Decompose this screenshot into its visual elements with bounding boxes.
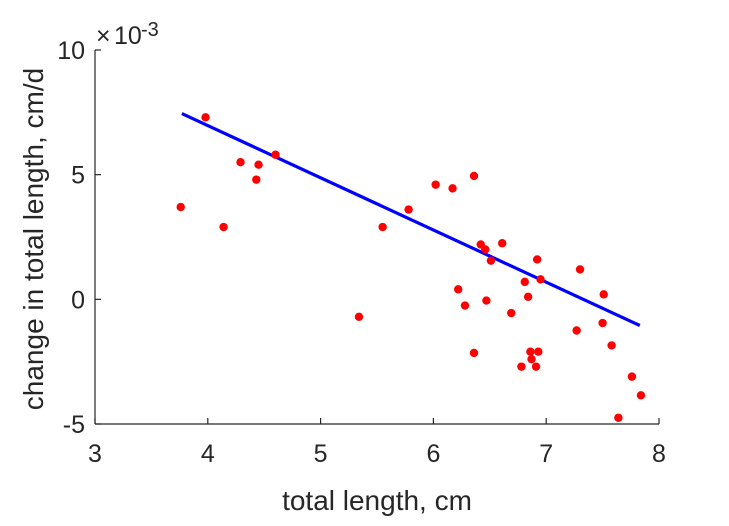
scatter-point xyxy=(236,158,245,167)
scatter-point xyxy=(534,347,543,356)
y-axis-label: change in total length, cm/d xyxy=(18,68,49,410)
regression-line xyxy=(181,112,641,327)
x-tick-label: 8 xyxy=(652,440,666,468)
scatter-point xyxy=(454,285,463,294)
x-axis-label: total length, cm xyxy=(282,485,472,516)
scatter-point xyxy=(517,362,526,371)
x-tick-label: 6 xyxy=(426,440,440,468)
scatter-point xyxy=(404,205,413,214)
scatter-point xyxy=(469,171,479,181)
scatter-point xyxy=(354,312,364,321)
scatter-point xyxy=(520,277,529,287)
y-axis-exponent-times: × xyxy=(96,22,111,50)
x-tick-label: 4 xyxy=(201,440,215,468)
scatter-point xyxy=(481,245,490,254)
scatter-point xyxy=(614,413,623,422)
scatter-point xyxy=(482,296,491,305)
scatter-point xyxy=(532,255,542,264)
axes-layer xyxy=(94,50,659,425)
scatter-point xyxy=(201,113,210,122)
y-tick-label: 5 xyxy=(71,162,85,190)
scatter-point xyxy=(526,347,535,356)
plot-layer xyxy=(176,112,646,422)
scatter-point xyxy=(527,354,536,364)
x-tick-label: 7 xyxy=(539,440,553,468)
y-axis-exponent-power: -3 xyxy=(141,19,159,41)
y-tick-label: 0 xyxy=(71,286,85,314)
scatter-point xyxy=(378,222,387,232)
scatter-point xyxy=(627,372,637,381)
scatter-point xyxy=(599,290,608,299)
y-tick-label: -5 xyxy=(63,411,85,439)
scatter-point xyxy=(254,160,263,169)
x-tick-label: 5 xyxy=(314,440,328,468)
scatter-point xyxy=(469,348,479,358)
scatter-point xyxy=(572,326,581,335)
scatter-point xyxy=(507,308,516,318)
scatter-point xyxy=(431,180,440,189)
scatter-point xyxy=(523,292,533,302)
scatter-point xyxy=(448,184,457,193)
scatter-point xyxy=(598,318,607,328)
scatter-point xyxy=(498,239,507,248)
y-tick-label: 10 xyxy=(57,37,85,65)
y-axis-exponent-base: 10 xyxy=(114,22,142,50)
scatter-point xyxy=(219,222,228,232)
scatter-point xyxy=(607,341,616,350)
scatter-point xyxy=(575,265,585,274)
scatter-point xyxy=(252,175,261,184)
y-axis-exponent: × 10 -3 xyxy=(96,19,159,50)
scatter-point xyxy=(531,362,541,371)
scatter-point xyxy=(536,275,545,284)
scatter-point xyxy=(486,256,496,265)
tick-layer: 3 4 5 6 7 8 -5 0 5 10 xyxy=(57,37,666,468)
x-tick-label: 3 xyxy=(88,440,102,468)
scatter-point xyxy=(271,150,280,159)
scatter-point xyxy=(176,202,185,212)
scatter-point xyxy=(460,301,470,310)
scatter-point xyxy=(636,391,646,400)
